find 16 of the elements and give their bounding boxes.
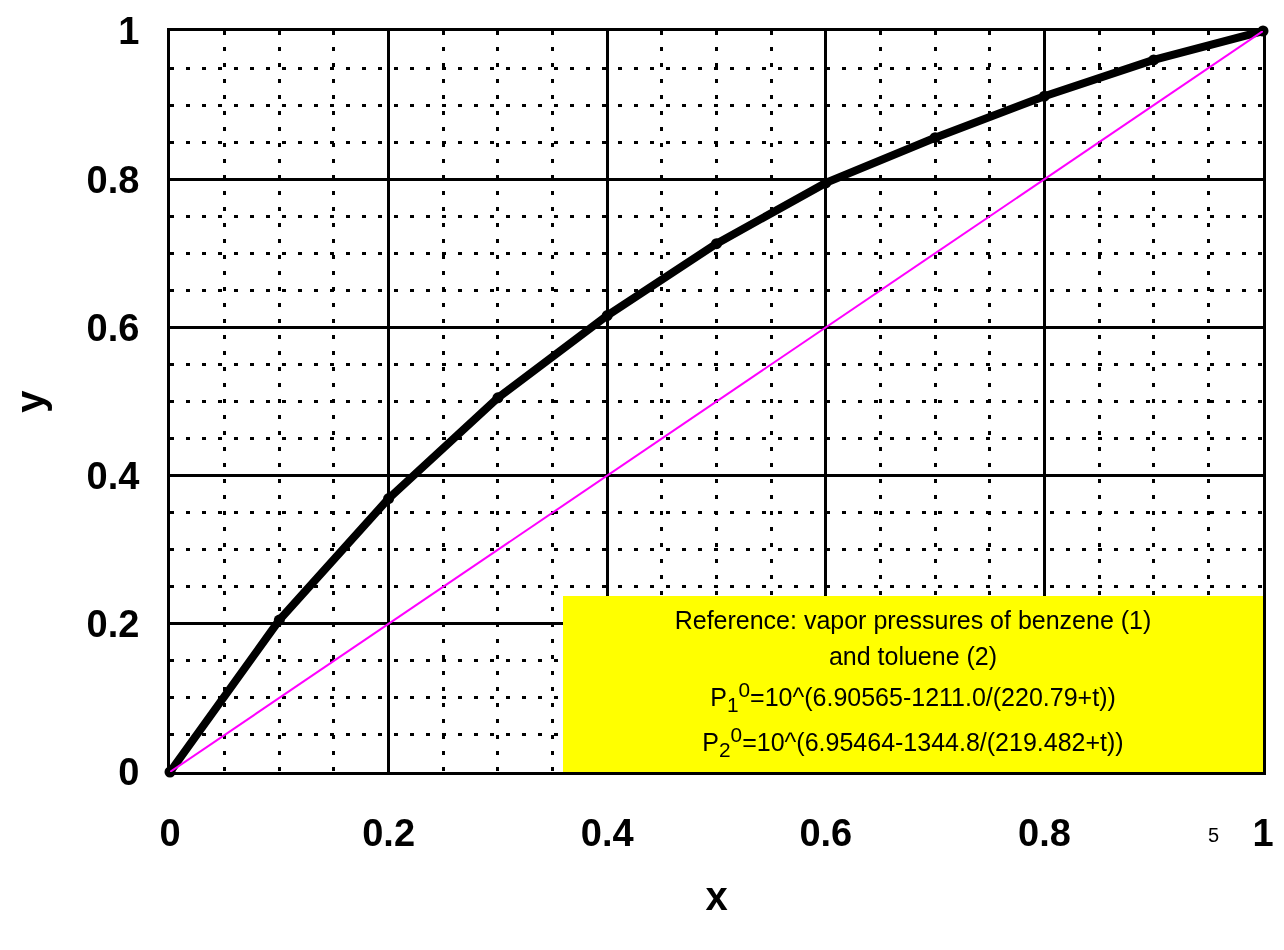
y-tick-label: 0.6 [86, 306, 140, 349]
x-tick-label: 1 [1252, 811, 1274, 854]
x-tick-label: 0.8 [1017, 811, 1071, 854]
note-box: Reference: vapor pressures of benzene (1) and toluene (2) P$_{1}$$^{0}$=10^(6.90565-1211.0/(220.79+t)) P$_{2}$$^{0}$=10^(6.95464-1344.8/(219.482+t)) [563, 596, 1263, 772]
x-tick-label: 0.6 [799, 811, 853, 854]
x-tick-label: 0 [159, 811, 181, 854]
text: 5 [1208, 824, 1220, 846]
x-tick-label: 0.4 [580, 811, 634, 854]
y-axis-title: y [8, 389, 53, 413]
y-tick-label: 0 [118, 751, 140, 794]
x-axis-title: x [705, 874, 728, 919]
y-tick-label: 0.4 [86, 454, 140, 497]
y-tick-label: 0.2 [86, 603, 140, 646]
x-tick-label: 0.2 [362, 811, 416, 854]
y-tick-label: 1 [118, 10, 140, 53]
y-tick-label: 0.8 [86, 158, 140, 201]
